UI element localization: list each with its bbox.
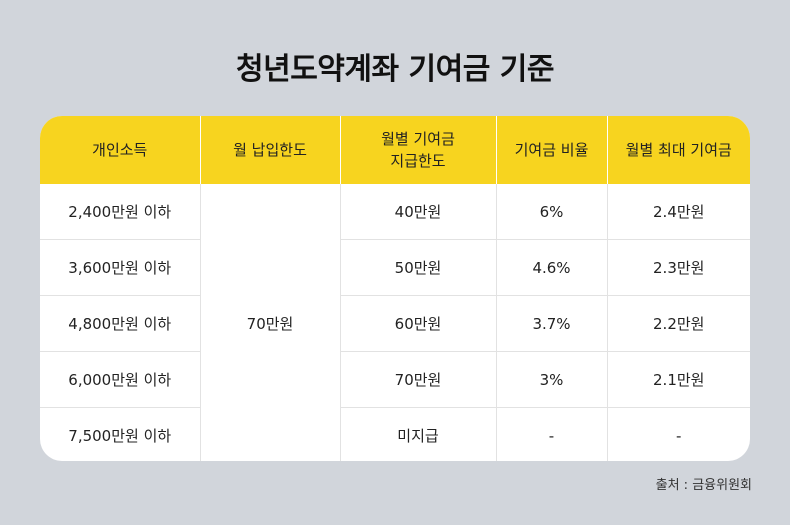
rate-cell: 3% [496, 351, 608, 408]
header-rate: 기여금 비율 [496, 116, 608, 184]
rate-cell: 4.6% [496, 239, 608, 296]
rate-cell: - [496, 407, 608, 461]
income-cell: 4,800만원 이하 [40, 295, 201, 352]
table-header-row: 개인소득 월 납입한도 월별 기여금 지급한도 기여금 비율 월별 최대 기여금 [40, 116, 750, 184]
contribution-limit-cell: 미지급 [340, 407, 497, 461]
source-note: 출처 : 금융위원회 [655, 478, 752, 493]
header-monthly-limit: 월 납입한도 [200, 116, 341, 184]
rate-cell: 6% [496, 184, 608, 240]
header-income: 개인소득 [40, 116, 201, 184]
income-cell: 3,600만원 이하 [40, 239, 201, 296]
max-contribution-cell: 2.2만원 [607, 295, 750, 352]
contribution-limit-cell: 40만원 [340, 184, 497, 240]
table-row: 7,500만원 이하 미지급 - - [40, 407, 750, 461]
table-row: 3,600만원 이하 50만원 4.6% 2.3만원 [40, 239, 750, 296]
monthly-limit-cell: 70만원 [200, 184, 341, 461]
max-contribution-cell: - [676, 426, 682, 445]
max-contribution-cell: 2.3만원 [607, 239, 750, 296]
income-cell: 2,400만원 이하 [40, 184, 201, 240]
contribution-limit-cell: 70만원 [340, 351, 497, 408]
rate-cell: 3.7% [496, 295, 608, 352]
page-title: 청년도약계좌 기여금 기준 [236, 52, 555, 87]
max-contribution-cell: 2.4만원 [607, 184, 750, 240]
income-cell: 6,000만원 이하 [40, 351, 201, 408]
table-row: 2,400만원 이하 70만원 40만원 6% 2.4만원 [40, 184, 750, 461]
header-contribution-limit: 월별 기여금 지급한도 [340, 116, 497, 184]
header-max-contribution: 월별 최대 기여금 [607, 116, 750, 184]
table-row: 4,800만원 이하 60만원 3.7% 2.2만원 [40, 295, 750, 352]
table-row: 6,000만원 이하 70만원 3% 2.1만원 [40, 351, 750, 408]
header-contribution-limit-line1: 월별 기여금 [381, 130, 455, 148]
contribution-limit-cell: 50만원 [340, 239, 497, 296]
header-contribution-limit-line2: 지급한도 [390, 152, 446, 170]
contribution-table: 개인소득 월 납입한도 월별 기여금 지급한도 기여금 비율 월별 최대 기여금… [40, 116, 750, 461]
max-contribution-cell: 2.1만원 [607, 351, 750, 408]
contribution-table-container: 개인소득 월 납입한도 월별 기여금 지급한도 기여금 비율 월별 최대 기여금… [40, 116, 750, 461]
income-cell: 7,500만원 이하 [40, 407, 201, 461]
contribution-limit-cell: 60만원 [340, 295, 497, 352]
